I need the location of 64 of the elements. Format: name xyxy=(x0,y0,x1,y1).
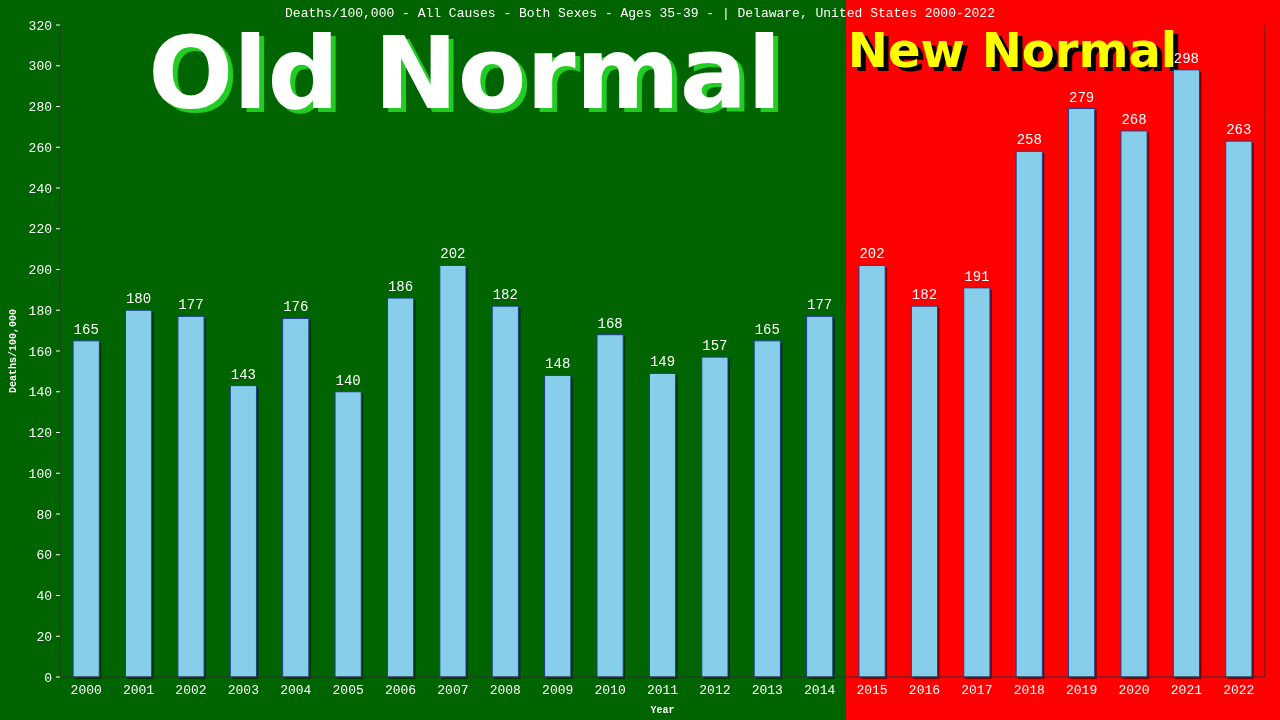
data-label: 168 xyxy=(597,315,623,332)
data-label: 258 xyxy=(1016,132,1042,149)
y-tick-label: 160 xyxy=(28,344,52,360)
y-tick-label: 260 xyxy=(28,140,52,156)
y-tick-label: 0 xyxy=(44,670,52,686)
data-label: 165 xyxy=(754,321,780,338)
y-tick-label: 40 xyxy=(36,589,52,605)
data-label: 186 xyxy=(387,279,414,296)
data-label: 182 xyxy=(492,287,518,304)
x-tick-label: 2014 xyxy=(804,683,836,698)
x-tick-label: 2010 xyxy=(594,683,626,698)
x-tick-label: 2018 xyxy=(1013,683,1045,698)
y-axis-title: Deaths/100,000 xyxy=(8,308,19,394)
x-tick-label: 2011 xyxy=(646,683,679,698)
y-tick-label: 180 xyxy=(28,303,52,319)
x-axis-title: Year xyxy=(650,705,675,716)
data-label: 279 xyxy=(1069,89,1095,106)
data-label: 263 xyxy=(1226,122,1252,139)
x-tick-label: 2004 xyxy=(280,683,312,698)
data-label: 177 xyxy=(807,297,833,314)
data-label: 202 xyxy=(440,246,466,263)
x-tick-label: 2016 xyxy=(908,683,941,698)
y-tick-label: 220 xyxy=(28,222,52,238)
x-tick-label: 2003 xyxy=(227,683,259,698)
x-tick-label: 2006 xyxy=(384,683,417,698)
x-tick-label: 2012 xyxy=(699,683,731,698)
data-label: 177 xyxy=(178,297,204,314)
data-label: 149 xyxy=(649,354,676,371)
data-label: 191 xyxy=(964,268,990,285)
x-tick-label: 2022 xyxy=(1223,683,1255,698)
x-tick-label: 2021 xyxy=(1170,683,1203,698)
data-label: 176 xyxy=(283,299,309,316)
x-tick-label: 2013 xyxy=(751,683,783,698)
y-tick-label: 320 xyxy=(28,18,52,34)
data-label: 165 xyxy=(73,321,99,338)
y-tick-label: 140 xyxy=(28,385,52,401)
y-tick-label: 300 xyxy=(28,59,52,75)
y-tick-label: 60 xyxy=(36,548,52,564)
x-tick-label: 2007 xyxy=(437,683,469,698)
x-tick-label: 2000 xyxy=(70,683,102,698)
y-tick-label: 80 xyxy=(36,507,52,523)
data-label: 143 xyxy=(230,366,256,383)
x-tick-label: 2009 xyxy=(542,683,574,698)
x-tick-label: 2008 xyxy=(489,683,521,698)
y-tick-label: 240 xyxy=(28,181,52,197)
data-label: 148 xyxy=(545,356,571,373)
x-tick-label: 2002 xyxy=(175,683,207,698)
data-label: 202 xyxy=(859,246,885,263)
data-label: 268 xyxy=(1121,111,1147,128)
data-label: 180 xyxy=(125,291,152,308)
y-tick-label: 280 xyxy=(28,100,52,116)
x-tick-label: 2019 xyxy=(1066,683,1098,698)
data-label: 182 xyxy=(911,287,938,304)
data-label: 140 xyxy=(335,372,361,389)
y-tick-label: 100 xyxy=(28,466,52,482)
x-tick-label: 2020 xyxy=(1118,683,1150,698)
x-tick-label: 2005 xyxy=(332,683,364,698)
x-tick-label: 2001 xyxy=(122,683,155,698)
data-label: 157 xyxy=(702,338,728,355)
x-tick-label: 2015 xyxy=(856,683,888,698)
y-tick-label: 20 xyxy=(36,629,52,645)
y-tick-label: 120 xyxy=(28,426,52,442)
x-tick-label: 2017 xyxy=(961,683,993,698)
y-tick-label: 200 xyxy=(28,263,52,279)
